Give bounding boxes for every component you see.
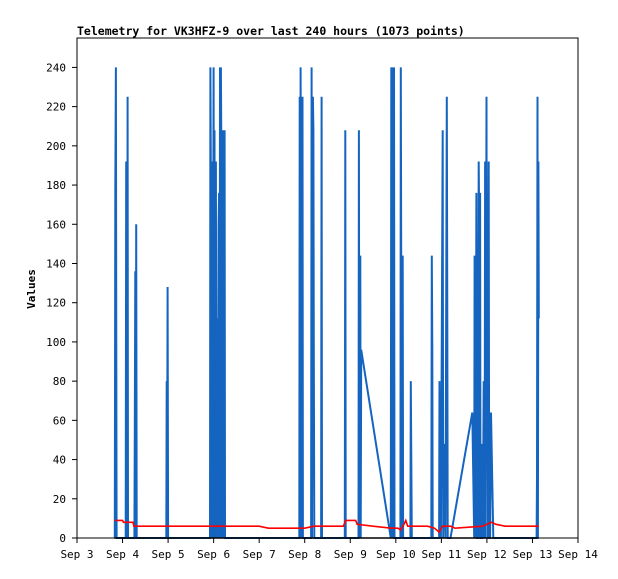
- y-tick-label: 100: [46, 336, 66, 349]
- y-axis-label: Values: [25, 269, 38, 309]
- plot-frame: [76, 37, 579, 539]
- x-tick-label: Sep 3: [60, 548, 93, 561]
- y-tick-label: 120: [46, 297, 66, 310]
- x-axis: Sep 3 Sep 4 Sep 5 Sep 6 Sep 7 Sep 8 Sep 9 Sep 1…: [60, 538, 598, 561]
- x-tick-label: Sep 5: [152, 548, 185, 561]
- y-tick-label: 0: [59, 532, 66, 545]
- y-tick-label: 20: [53, 493, 66, 506]
- y-tick-label: 40: [53, 454, 66, 467]
- x-tick-label: Sep 7: [243, 548, 276, 561]
- x-tick-label: Sep 12: [467, 548, 507, 561]
- series-layer: [113, 67, 540, 539]
- y-tick-label: 200: [46, 140, 66, 153]
- x-tick-label: Sep 9: [334, 548, 367, 561]
- x-tick-label: Sep 11: [421, 548, 461, 561]
- y-tick-label: 240: [46, 61, 66, 74]
- x-tick-label: Sep 8: [288, 548, 321, 561]
- x-tick-label: Sep 6: [197, 548, 230, 561]
- y-axis: 0 20 40 60 80 100 120 140 160 180 200 220 240: [46, 61, 77, 545]
- y-tick-label: 140: [46, 257, 66, 270]
- series-line-1: [113, 67, 540, 539]
- y-tick-label: 180: [46, 179, 66, 192]
- x-tick-label: Sep 4: [106, 548, 139, 561]
- chart-title: Telemetry for VK3HFZ-9 over last 240 hou…: [77, 24, 465, 38]
- x-tick-label: Sep 14: [558, 548, 598, 561]
- y-tick-label: 60: [53, 414, 66, 427]
- y-tick-label: 160: [46, 218, 66, 231]
- series-line-2: [114, 518, 539, 534]
- y-tick-label: 220: [46, 101, 66, 114]
- y-tick-label: 80: [53, 375, 66, 388]
- x-tick-label: Sep 13: [513, 548, 553, 561]
- x-tick-label: Sep 10: [376, 548, 416, 561]
